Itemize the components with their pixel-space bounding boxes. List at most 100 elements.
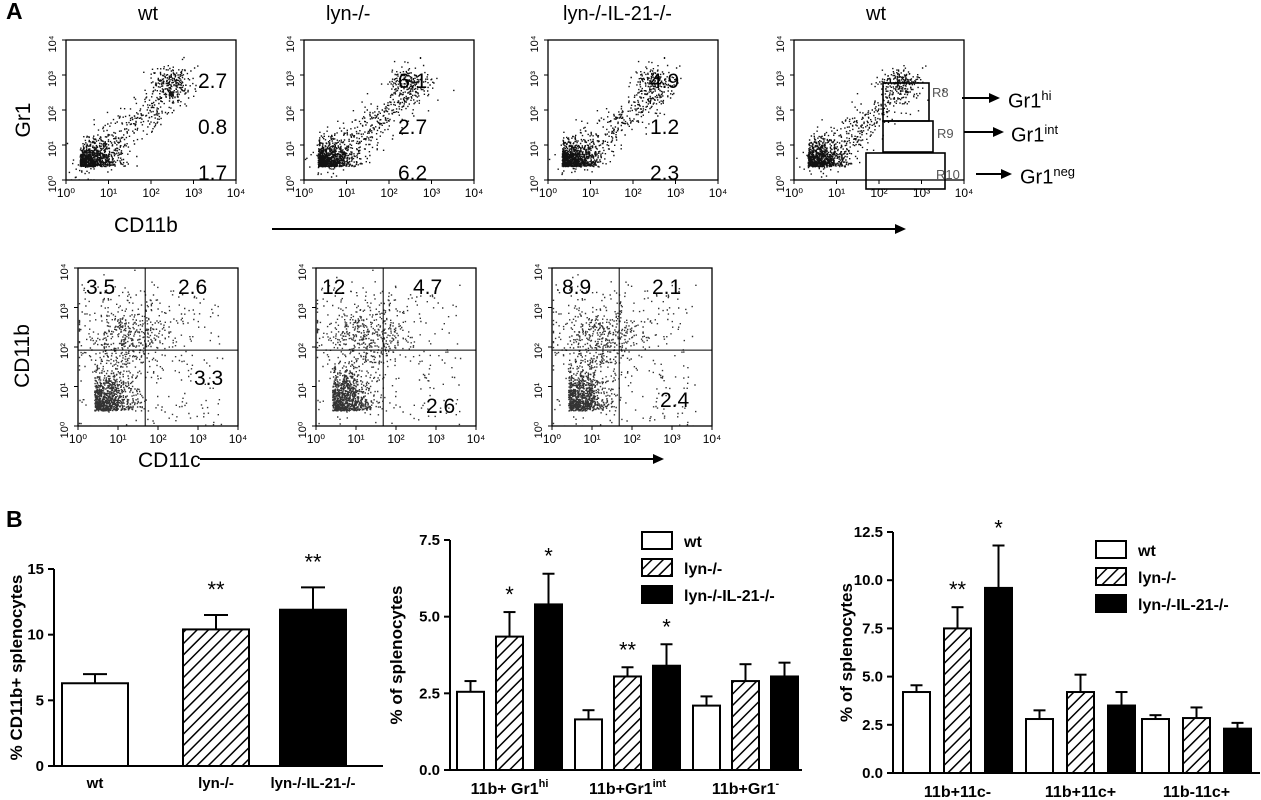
cd11b-flow-xlabel: CD11b: [114, 214, 178, 237]
cd11c-panel-1-value-ur: 2.6: [178, 276, 208, 299]
gr1-x-tick-label: 10⁰: [539, 186, 557, 200]
gr1-flow-panel-1: [62, 39, 237, 184]
gr1-y-tick-label: 10¹: [285, 141, 297, 157]
cd11c-x-tick-label: 10²: [149, 432, 166, 446]
bar-chart-2-category-sup: hi: [539, 778, 549, 790]
bar-chart-2-category-base: 11b+Gr1: [712, 781, 776, 798]
bar-chart-3-y-label: % of splenocytes: [837, 583, 856, 722]
bar-chart-3-legend-swatch: [1095, 594, 1127, 613]
cd11c-dots: [78, 269, 224, 426]
gate-label-r9: R9: [937, 126, 954, 141]
cd11c-y-tick-label: 10³: [533, 303, 545, 319]
gate-arrow-hi-head: [989, 93, 1000, 103]
cd11c-panel-2-value-ur: 4.7: [413, 276, 443, 299]
gr1-panel-1-value-hi: 2.7: [198, 70, 228, 93]
cd11c-progression-arrow-head: [653, 454, 664, 464]
bar-chart-2-category-sup: -: [775, 778, 779, 790]
bar-chart-1-significance: **: [207, 577, 225, 602]
cd11c-x-tick-label: 10¹: [347, 432, 364, 446]
cd11c-x-tick-label: 10³: [663, 432, 680, 446]
column-title-3: lyn-/-IL-21-/-: [563, 3, 672, 25]
cd11c-y-tick-label: 10⁰: [297, 421, 309, 438]
cd11c-x-tick-label: 10⁰: [307, 432, 325, 446]
gr1-dot-cloud: [304, 57, 455, 180]
cd11c-y-tick-label: 10¹: [59, 382, 71, 398]
bar-chart-2-bar: [495, 635, 524, 771]
gr1-x-tick-label: 10⁴: [955, 186, 974, 200]
bar-chart-3-category-label: 11b-11c+: [1163, 784, 1230, 800]
bar-chart-3-category-label: 11b+11c+: [1045, 784, 1116, 800]
bar-chart-2-category-base: 11b+ Gr1: [471, 781, 539, 798]
gate-label-r10: R10: [936, 167, 960, 182]
gr1-panel-1-value-neg: 1.7: [198, 162, 228, 185]
cd11c-dot-cloud: [316, 269, 462, 426]
gr1-panel-3-value-neg: 2.3: [650, 162, 680, 185]
bar-chart-1-y-tick-label: 10: [27, 627, 44, 644]
gr1-panel-3-value-hi: 4.9: [650, 70, 680, 93]
bar-chart-2-bar: [652, 664, 681, 772]
bar-chart-2-bar: [692, 704, 721, 771]
cd11c-flow-panel-2: [312, 267, 477, 430]
bar-chart-2-legend-swatch: [641, 585, 673, 604]
gr1-flow-panel-4: [790, 39, 965, 184]
bar-chart-3-bar: [1141, 718, 1170, 774]
gr1-y-tick-label: 10⁰: [47, 175, 59, 192]
cd11c-dots: [316, 269, 462, 426]
bar-chart-2-category-label: 11b+Gr1int: [589, 778, 666, 798]
cd11c-x-tick-label: 10²: [387, 432, 404, 446]
bar-chart-3-y-tick-label: 12.5: [854, 524, 883, 541]
gr1-x-tick-label: 10²: [624, 186, 641, 200]
bar-chart-1-y-label: % CD11b+ splenocytes: [7, 575, 26, 761]
bar-chart-3-bar: [1182, 717, 1211, 774]
bar-chart-2-legend-label: lyn-/-IL-21-/-: [684, 588, 775, 605]
bar-chart-2-legend-swatch: [641, 531, 673, 550]
gate-pop-label-neg-base: Gr1: [1020, 166, 1054, 189]
bar-chart-3-category-label: 11b+11c-: [924, 784, 991, 800]
gr1-y-tick-label: 10³: [775, 71, 787, 87]
cd11c-x-tick-label: 10³: [189, 432, 206, 446]
gr1-y-tick-label: 10⁰: [775, 175, 787, 192]
bar-chart-1-y-tick-label: 15: [27, 561, 44, 578]
cd11c-flow-panel-3: [548, 267, 713, 430]
gr1-y-tick-label: 10¹: [775, 141, 787, 157]
gr1-x-tick-label: 10¹: [100, 186, 117, 200]
gr1-x-tick-label: 10²: [870, 186, 887, 200]
gr1-x-tick-label: 10³: [423, 186, 440, 200]
bar-chart-3-significance: **: [949, 577, 967, 602]
bar-chart-2-y-tick-label: 5.0: [419, 609, 440, 626]
bar-chart-3-y-tick-label: 0.0: [862, 765, 883, 782]
panel-label-b: B: [6, 506, 23, 532]
gate-pop-label-neg-sup: neg: [1053, 164, 1076, 179]
gr1-x-tick-label: 10³: [667, 186, 684, 200]
bar-chart-1-bar: [61, 682, 129, 768]
cd11c-y-tick-label: 10³: [59, 303, 71, 319]
gr1-y-tick-label: 10⁴: [775, 35, 787, 52]
gate-label-r8: R8: [932, 85, 949, 100]
cd11c-y-tick-label: 10⁰: [533, 421, 545, 438]
gr1-y-tick-label: 10¹: [47, 141, 59, 157]
cd11c-panel-2-value-lr: 2.6: [426, 395, 456, 418]
gate-pop-label-int-sup: int: [1044, 122, 1059, 137]
bar-chart-2-category-base: 11b+Gr1: [589, 781, 653, 798]
bar-chart-3-y-tick-label: 5.0: [862, 669, 883, 686]
bar-chart-3-bar: [1223, 727, 1252, 775]
gr1-x-tick-label: 10⁰: [57, 186, 75, 200]
gr1-dot-cloud: [66, 56, 203, 180]
gate-pop-label-neg: Gr1neg: [1020, 164, 1075, 190]
cd11c-y-tick-label: 10⁰: [59, 421, 71, 438]
gr1-y-tick-label: 10²: [775, 106, 787, 122]
bar-chart-2-legend-label: lyn-/-: [684, 561, 722, 578]
gr1-panel-2-value-neg: 6.2: [398, 162, 428, 185]
cd11c-dot-cloud: [552, 274, 697, 426]
cd11c-dots: [552, 274, 697, 426]
gate-pop-label-hi-base: Gr1: [1008, 90, 1042, 113]
bar-chart-2-legend-swatch: [641, 558, 673, 577]
bar-chart-2-bar: [574, 718, 603, 772]
panel-label-a: A: [6, 0, 23, 24]
bar-chart-1-category-label: lyn-/-IL-21-/-: [271, 775, 356, 792]
cd11c-y-tick-label: 10²: [59, 343, 71, 359]
bar-chart-2-category-label: 11b+ Gr1hi: [471, 778, 549, 798]
bar-chart-3-y-tick-label: 2.5: [862, 717, 883, 734]
